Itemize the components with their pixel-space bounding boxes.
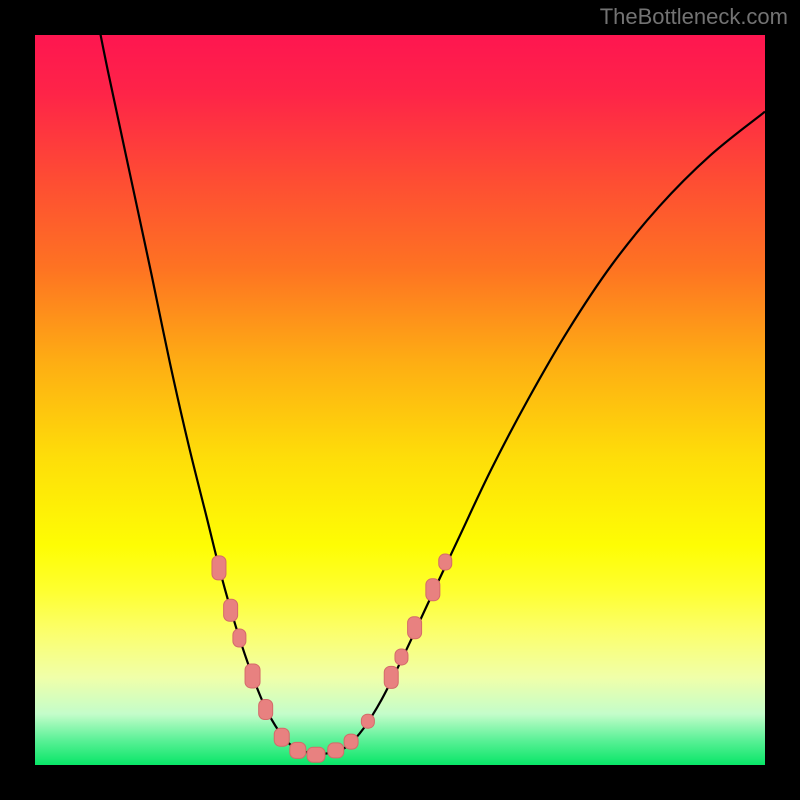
marker: [233, 629, 246, 647]
marker: [274, 728, 289, 746]
marker: [259, 700, 273, 720]
marker: [328, 743, 344, 758]
chart-frame: TheBottleneck.com: [0, 0, 800, 800]
marker: [439, 554, 452, 570]
watermark-text: TheBottleneck.com: [600, 4, 788, 30]
marker: [361, 714, 374, 728]
marker: [212, 556, 226, 580]
chart-svg: [0, 0, 800, 800]
marker: [426, 579, 440, 601]
marker: [395, 649, 408, 665]
marker: [408, 617, 422, 639]
marker: [224, 599, 238, 621]
marker: [245, 664, 260, 688]
marker: [307, 747, 325, 762]
marker: [290, 742, 306, 758]
marker: [384, 666, 398, 688]
marker: [344, 734, 358, 749]
